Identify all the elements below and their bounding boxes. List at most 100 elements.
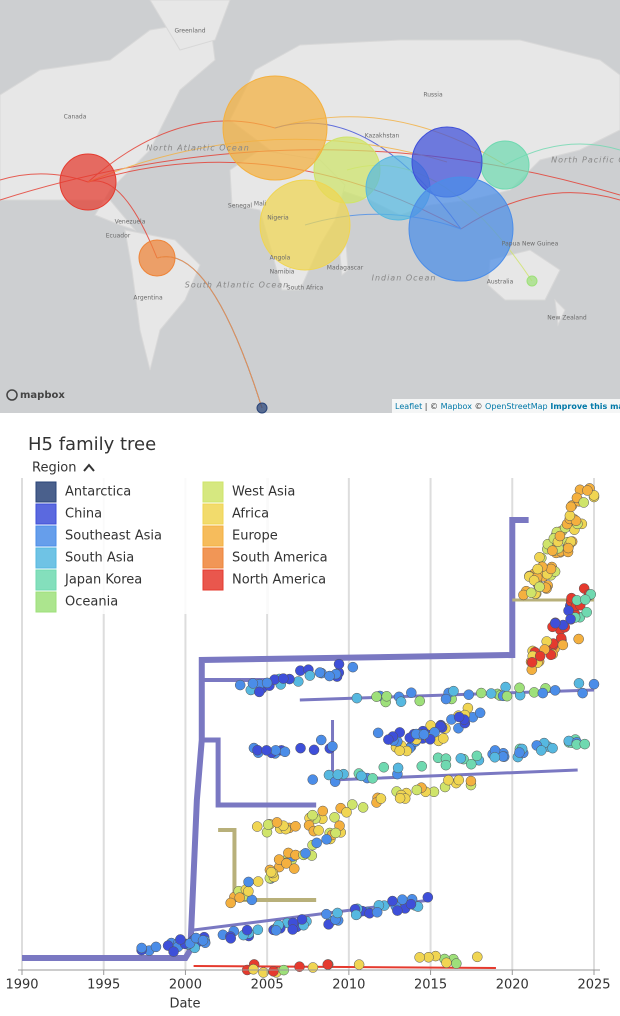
legend-label[interactable]: South Asia	[65, 551, 134, 566]
legend-label[interactable]: West Asia	[232, 485, 295, 500]
legend-swatch[interactable]	[35, 591, 57, 613]
tip[interactable]	[579, 594, 591, 605]
tip[interactable]	[416, 760, 428, 772]
tip[interactable]	[414, 952, 425, 963]
tip[interactable]	[405, 898, 417, 910]
tip[interactable]	[381, 691, 392, 702]
tip[interactable]	[532, 563, 543, 575]
legend-swatch[interactable]	[202, 569, 224, 591]
tip[interactable]	[136, 942, 147, 954]
tip[interactable]	[525, 587, 537, 598]
region-bubble[interactable]	[480, 140, 530, 190]
tip[interactable]	[254, 686, 265, 698]
tip[interactable]	[234, 892, 245, 903]
tip[interactable]	[414, 695, 426, 707]
tip[interactable]	[278, 673, 289, 684]
tip[interactable]	[327, 741, 338, 752]
tip[interactable]	[564, 510, 576, 521]
legend-label[interactable]: China	[65, 507, 102, 522]
tip[interactable]	[294, 961, 305, 972]
tip[interactable]	[534, 552, 545, 563]
tip[interactable]	[289, 863, 300, 874]
tip[interactable]	[225, 933, 236, 944]
tip[interactable]	[471, 750, 483, 762]
tip[interactable]	[547, 742, 558, 754]
legend-swatch[interactable]	[202, 525, 224, 547]
tip[interactable]	[281, 858, 292, 869]
tip[interactable]	[304, 670, 316, 681]
tip[interactable]	[268, 966, 279, 977]
tip[interactable]	[341, 807, 352, 818]
tip[interactable]	[293, 676, 304, 687]
tip[interactable]	[252, 924, 264, 936]
tip[interactable]	[324, 670, 335, 682]
legend-swatch[interactable]	[35, 569, 57, 591]
tip[interactable]	[330, 827, 341, 839]
legend-label[interactable]: Africa	[232, 507, 269, 522]
tip[interactable]	[314, 667, 326, 678]
tip[interactable]	[501, 690, 513, 702]
tip[interactable]	[440, 693, 452, 705]
link[interactable]: Mapbox	[441, 402, 473, 411]
tip[interactable]	[290, 821, 301, 832]
tip[interactable]	[554, 530, 566, 542]
tip[interactable]	[175, 934, 186, 945]
legend-swatch[interactable]	[202, 503, 224, 525]
legend-swatch[interactable]	[35, 481, 57, 503]
tip[interactable]	[313, 825, 324, 836]
tip[interactable]	[252, 744, 263, 756]
legend-swatch[interactable]	[35, 547, 57, 569]
tip[interactable]	[577, 687, 588, 699]
tip[interactable]	[438, 733, 449, 744]
tip[interactable]	[451, 958, 462, 969]
tip[interactable]	[307, 962, 319, 973]
tip[interactable]	[489, 752, 501, 763]
tip[interactable]	[534, 650, 546, 662]
tip[interactable]	[225, 897, 236, 909]
tip[interactable]	[387, 895, 398, 907]
tip[interactable]	[262, 819, 274, 830]
tip[interactable]	[514, 747, 525, 758]
region-bubble[interactable]	[59, 153, 117, 211]
tip[interactable]	[578, 497, 589, 508]
tip[interactable]	[317, 805, 329, 817]
mapbox-logo[interactable]: mapbox	[20, 390, 65, 401]
tip[interactable]	[475, 687, 487, 699]
legend-label[interactable]: Oceania	[65, 595, 118, 610]
tip[interactable]	[332, 907, 343, 919]
tip[interactable]	[295, 742, 306, 754]
legend-toggle[interactable]: Region	[32, 461, 77, 476]
tip[interactable]	[463, 689, 474, 700]
tip[interactable]	[588, 678, 600, 690]
tip[interactable]	[581, 606, 592, 618]
tip[interactable]	[549, 617, 561, 629]
tip[interactable]	[353, 959, 365, 970]
tip[interactable]	[573, 633, 584, 645]
legend-swatch[interactable]	[35, 525, 57, 547]
tip[interactable]	[455, 753, 467, 764]
tip[interactable]	[243, 876, 254, 888]
tip[interactable]	[526, 657, 538, 668]
tip[interactable]	[422, 892, 434, 903]
legend-swatch[interactable]	[202, 547, 224, 569]
tip[interactable]	[243, 886, 254, 897]
tip[interactable]	[383, 734, 394, 745]
link[interactable]: Improve this map	[548, 402, 620, 411]
tip[interactable]	[270, 925, 282, 936]
tip[interactable]	[168, 946, 179, 957]
tip[interactable]	[545, 563, 557, 575]
tip[interactable]	[472, 951, 483, 963]
tip[interactable]	[150, 941, 162, 953]
region-bubble[interactable]	[408, 176, 514, 282]
chevron-icon[interactable]	[83, 463, 95, 472]
legend-swatch[interactable]	[202, 481, 224, 503]
tip[interactable]	[563, 542, 574, 554]
tip[interactable]	[247, 678, 259, 689]
tip[interactable]	[423, 952, 434, 963]
legend-label[interactable]: Japan Korea	[64, 573, 142, 588]
tip[interactable]	[547, 545, 558, 556]
tip[interactable]	[440, 759, 452, 771]
tip[interactable]	[378, 761, 390, 773]
link[interactable]: Leaflet	[395, 402, 422, 411]
tip[interactable]	[347, 661, 359, 673]
